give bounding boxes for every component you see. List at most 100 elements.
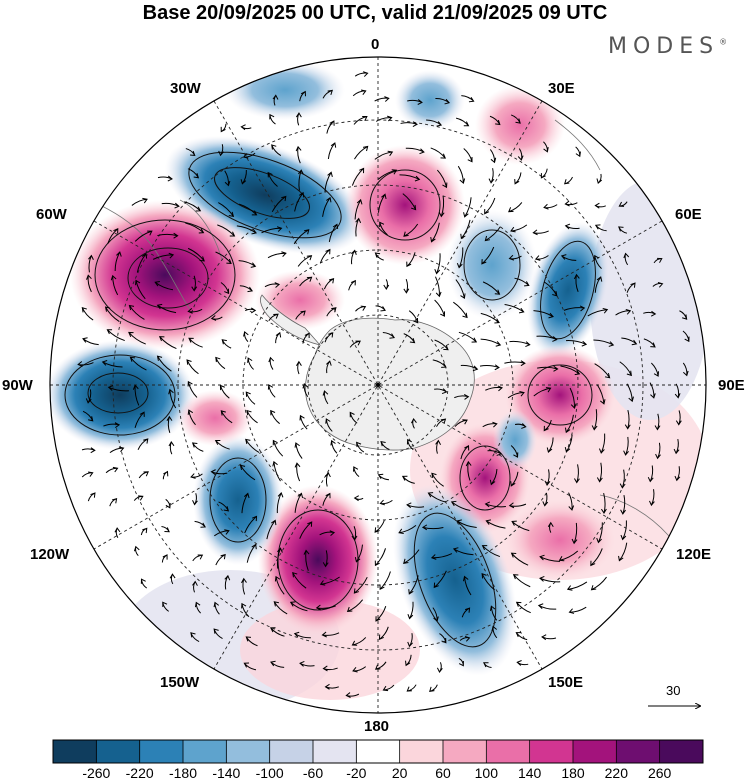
- wind-arrow: [295, 360, 302, 375]
- wind-arrow: [463, 148, 473, 163]
- lon-label-150w: 150W: [160, 674, 200, 691]
- wind-arrow: [430, 147, 447, 159]
- wind-arrow: [379, 499, 393, 506]
- wind-arrow: [564, 414, 574, 434]
- wind-arrow: [221, 339, 232, 349]
- colorbar-swatch: [139, 740, 184, 763]
- wind-arrow: [215, 251, 232, 264]
- wind-arrow: [377, 193, 387, 213]
- wind-arrow: [510, 224, 528, 233]
- wind-arrow: [590, 576, 607, 591]
- wind-arrow: [245, 636, 258, 647]
- wind-arrow: [401, 475, 415, 484]
- wind-arrow: [674, 466, 681, 482]
- wind-arrow: [566, 581, 588, 591]
- contour-lines: [64, 151, 596, 648]
- wind-arrow: [168, 440, 175, 455]
- wind-arrow: [135, 279, 146, 300]
- wind-arrow: [327, 142, 337, 160]
- lon-label-120w: 120W: [30, 546, 70, 563]
- wind-arrow: [547, 521, 554, 533]
- modes-logo: MODES®: [608, 34, 727, 59]
- colorbar-swatch: [183, 740, 227, 763]
- wind-arrow: [128, 331, 146, 345]
- colorbar-frame: [52, 739, 704, 764]
- wind-arrow: [276, 492, 284, 514]
- lon-label-30e: 30E: [548, 80, 575, 97]
- wind-scale-value: 30: [666, 683, 681, 698]
- wind-arrow: [187, 168, 200, 179]
- wind-arrow: [594, 363, 611, 379]
- wind-arrow: [219, 384, 230, 399]
- wind-arrow: [460, 444, 470, 460]
- wind-arrow: [514, 277, 530, 287]
- wind-arrow: [539, 554, 561, 562]
- wind-arrow: [240, 169, 247, 185]
- wind-arrow: [406, 502, 425, 509]
- wind-arrow: [289, 601, 308, 612]
- wind-arrow: [156, 303, 177, 314]
- wind-arrow: [403, 278, 410, 294]
- wind-arrow: [484, 501, 506, 508]
- wind-arrow: [352, 89, 367, 97]
- wind-arrow: [626, 383, 634, 403]
- wind-arrow: [453, 301, 468, 319]
- colorbar-swatch: [616, 740, 661, 763]
- wind-arrow: [77, 361, 94, 367]
- wind-arrow: [294, 462, 301, 482]
- wind-arrow: [406, 252, 416, 268]
- wind-arrow: [165, 498, 171, 509]
- wind-arrow: [619, 361, 632, 377]
- wind-arrow: [294, 442, 303, 459]
- wind-arrow: [438, 195, 445, 218]
- wind-arrow: [450, 500, 471, 512]
- wind-arrow: [378, 626, 389, 641]
- wind-arrow: [276, 547, 283, 569]
- wind-arrow: [455, 279, 466, 300]
- wind-arrow: [322, 89, 333, 99]
- wind-arrow: [483, 662, 492, 668]
- colorbar-tick-label: 260: [647, 765, 672, 781]
- positive-anomaly-center: [70, 200, 260, 350]
- map-boundary: [49, 56, 707, 714]
- wind-arrow: [86, 274, 92, 293]
- wind-arrow: [461, 95, 475, 103]
- wind-arrow: [87, 492, 96, 502]
- wind-arrow: [186, 359, 199, 375]
- wind-arrow: [456, 247, 464, 269]
- wind-arrow: [140, 527, 148, 536]
- wind-arrow: [673, 438, 680, 455]
- colorbar-tick-label: 100: [474, 765, 499, 781]
- wind-arrow: [184, 201, 202, 212]
- wind-arrow: [266, 519, 277, 540]
- wind-arrow: [374, 548, 387, 567]
- wind-arrow: [299, 521, 313, 539]
- wind-arrow: [292, 571, 307, 589]
- wind-arrow: [246, 543, 257, 563]
- wind-arrow: [354, 544, 363, 563]
- wind-arrow: [294, 191, 305, 212]
- wind-arrow: [558, 550, 579, 562]
- colorbar-swatch: [573, 740, 617, 763]
- wind-arrow: [512, 574, 531, 588]
- wind-arrow: [241, 577, 247, 595]
- wind-arrow: [187, 247, 205, 262]
- wind-arrow: [623, 436, 629, 456]
- wind-arrow: [349, 411, 358, 424]
- positive-anomaly-center: [505, 345, 615, 445]
- wind-arrow: [324, 332, 334, 343]
- wind-arrow: [434, 299, 446, 317]
- wind-arrow: [649, 382, 656, 399]
- wind-arrow: [353, 576, 368, 594]
- wind-arrow: [679, 310, 688, 320]
- wind-arrow: [156, 355, 172, 372]
- wind-arrow: [114, 527, 121, 538]
- wind-arrow: [405, 147, 425, 155]
- wind-arrow: [563, 305, 586, 312]
- wind-arrow: [161, 554, 168, 563]
- wind-arrow: [325, 418, 333, 432]
- wind-arrow: [132, 384, 140, 406]
- colorbar-tick-label: -180: [168, 765, 198, 781]
- wind-arrow: [403, 223, 419, 237]
- wind-arrow: [241, 492, 250, 514]
